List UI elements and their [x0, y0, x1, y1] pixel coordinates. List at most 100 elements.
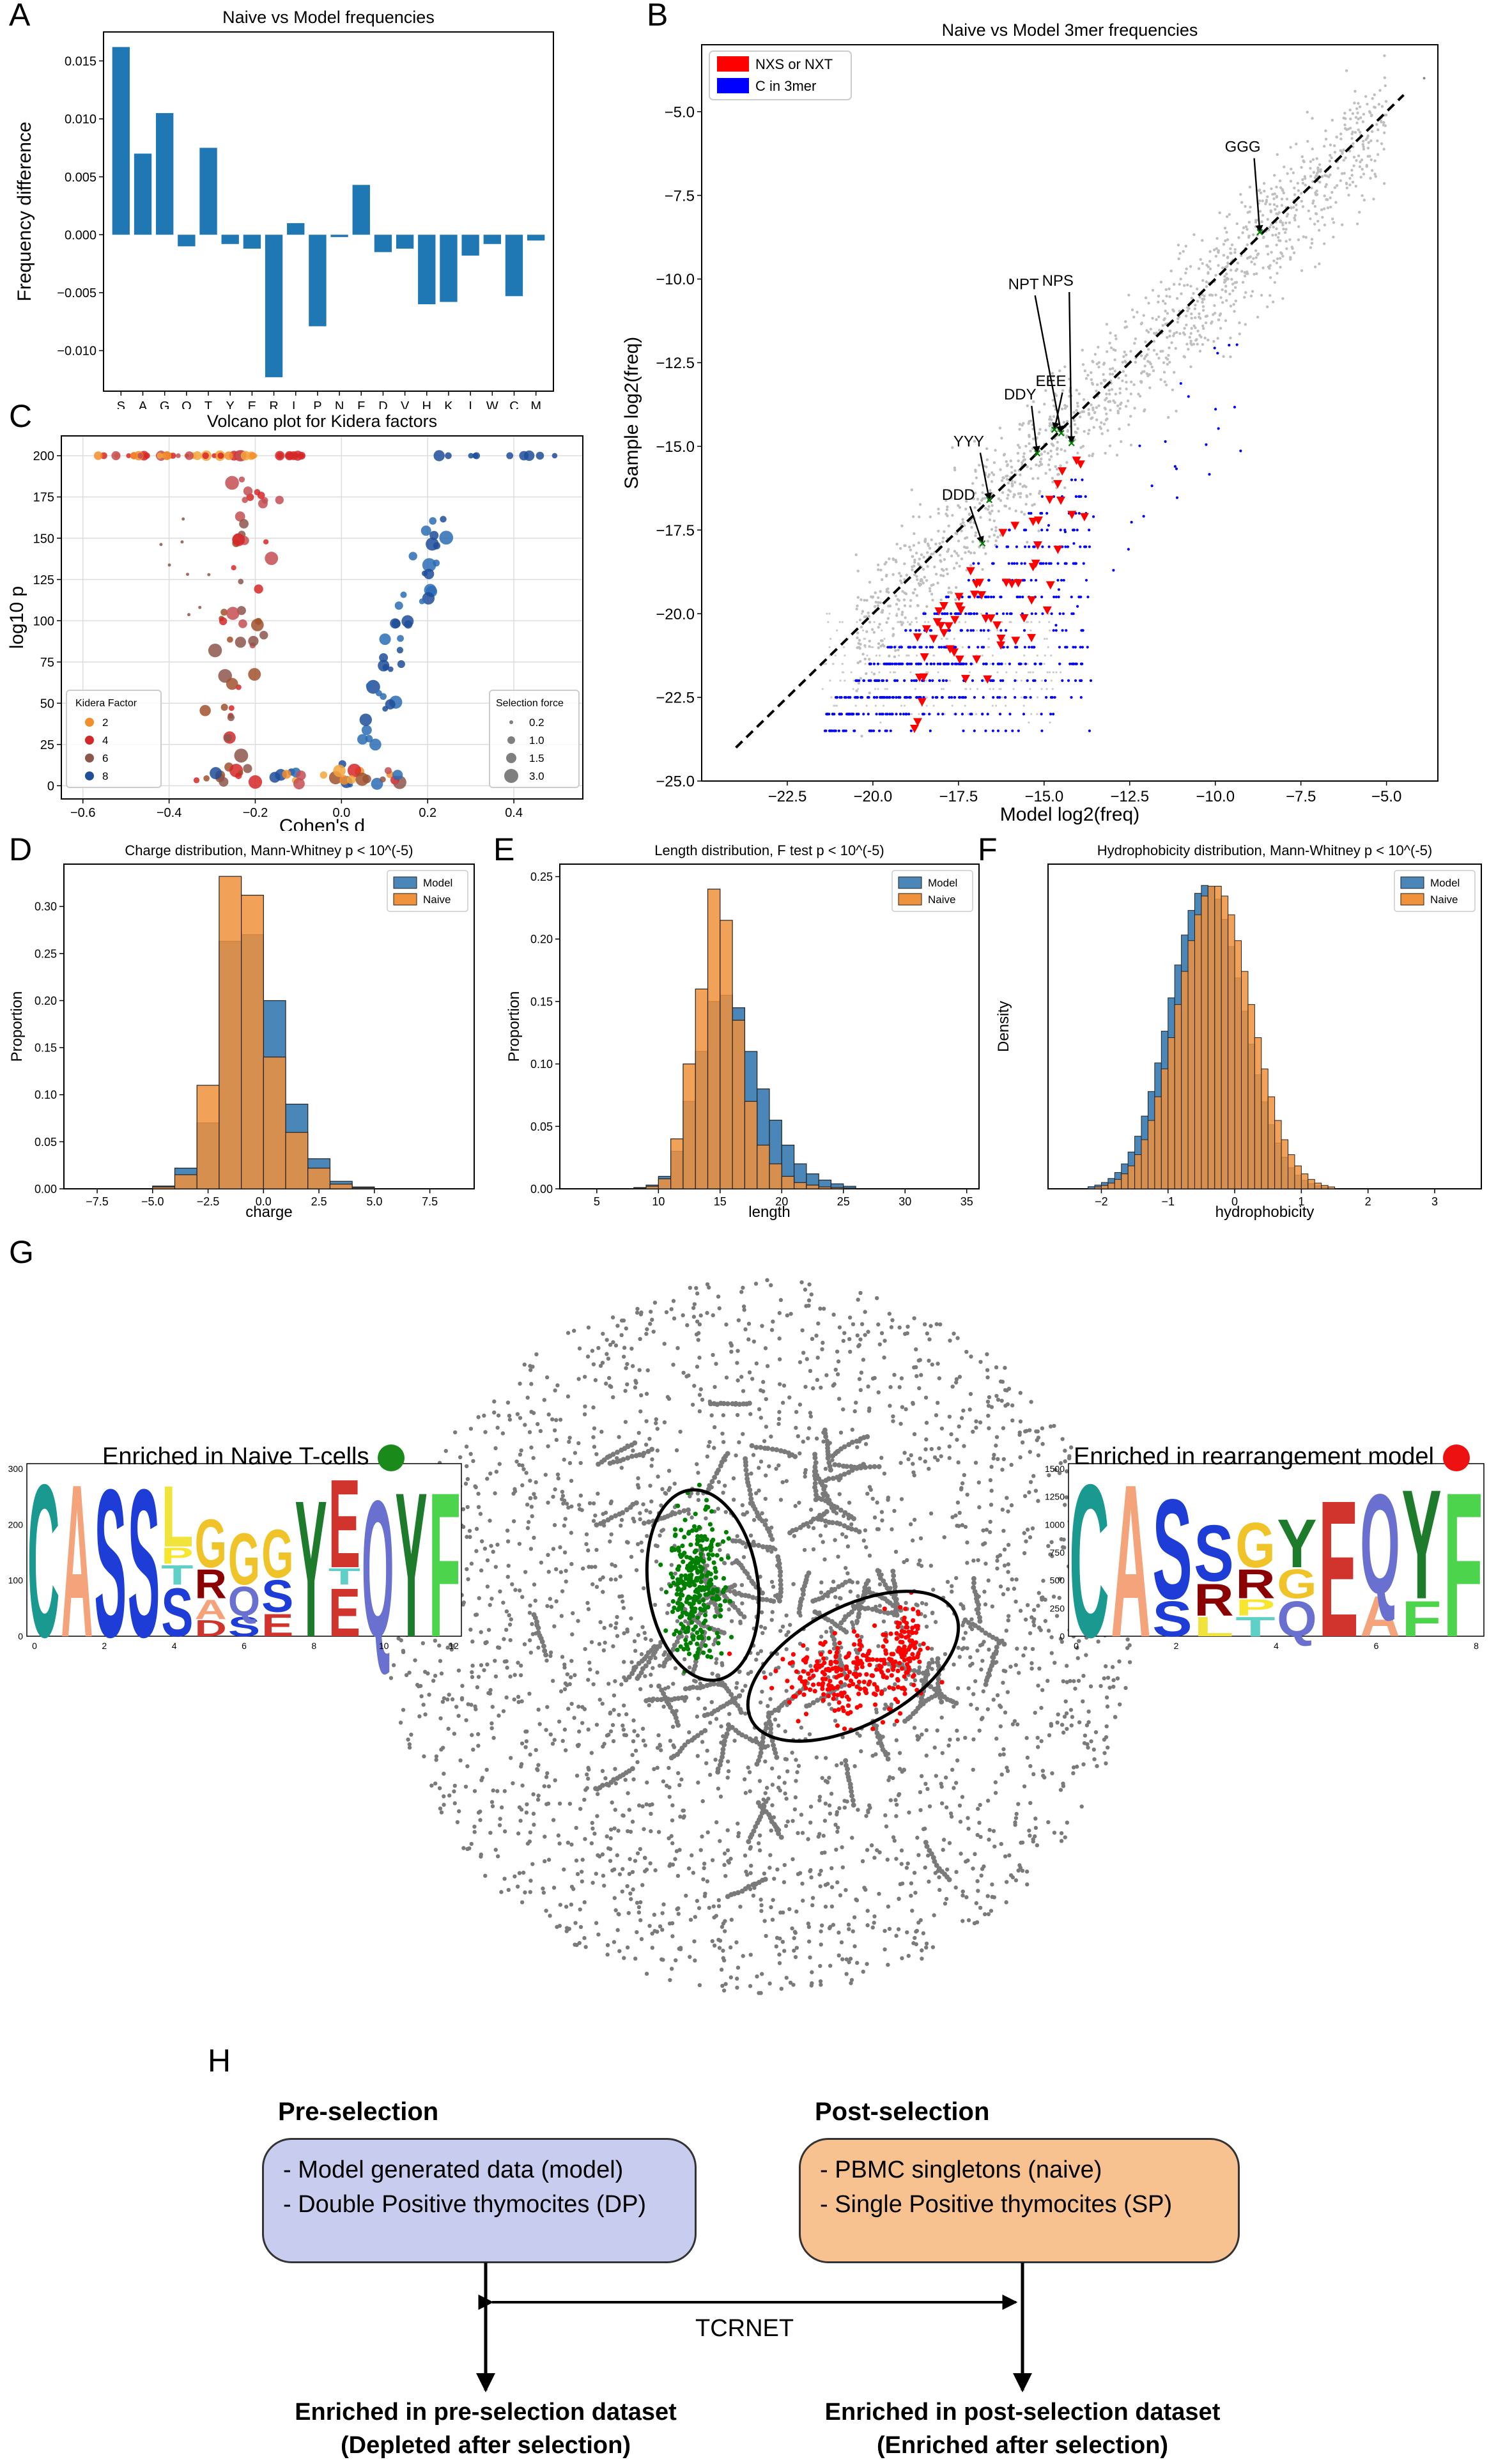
hist-bar: [1107, 1182, 1115, 1189]
network-node: [1084, 1723, 1090, 1728]
network-node: [580, 1857, 585, 1862]
point-blue: [1076, 529, 1079, 532]
network-node: [904, 1866, 909, 1870]
point-grey: [1133, 341, 1136, 345]
point-grey: [1166, 336, 1169, 339]
point-grey: [1276, 153, 1279, 157]
point-grey: [1033, 502, 1036, 506]
point-blue: [1067, 679, 1070, 683]
point-blue: [1077, 511, 1081, 515]
point-grey: [1003, 453, 1007, 456]
point-grey: [877, 601, 880, 604]
network-node: [714, 1820, 719, 1825]
point-blue: [925, 662, 929, 665]
network-node: [702, 1861, 707, 1866]
point-grey: [926, 551, 929, 554]
volcano-point: [176, 453, 181, 458]
point-blue: [936, 662, 939, 665]
hist-bar: [1274, 1120, 1282, 1189]
network-node: [736, 1821, 740, 1826]
point-grey: [1008, 490, 1012, 493]
point-grey: [967, 713, 969, 715]
point-blue: [1074, 679, 1077, 683]
volcano-point: [226, 607, 240, 620]
point-red: [945, 645, 955, 654]
point-grey: [1143, 357, 1146, 360]
point-blue: [875, 713, 878, 716]
network-node: [536, 1797, 541, 1802]
point-blue: [913, 646, 916, 649]
network-node: [593, 1378, 598, 1382]
network-node: [1030, 1666, 1034, 1671]
y-tick-label: −12.5: [656, 355, 695, 372]
point-grey: [969, 551, 973, 555]
point-grey: [860, 625, 863, 629]
network-node: [863, 1528, 868, 1533]
point-blue: [1079, 695, 1083, 699]
network-node: [616, 1829, 621, 1833]
network-node: [697, 1409, 702, 1414]
point-grey: [1198, 315, 1201, 319]
network-node: [513, 1874, 517, 1878]
point-blue: [968, 646, 971, 649]
point-grey: [941, 574, 945, 578]
volcano-point: [387, 666, 394, 672]
point-grey: [897, 648, 900, 652]
network-node: [808, 1414, 814, 1419]
network-node: [490, 1804, 495, 1809]
point-grey: [1092, 360, 1095, 364]
network-node: [559, 1689, 564, 1694]
network-node: [941, 1848, 945, 1852]
network-node: [635, 1306, 640, 1311]
network-node: [545, 1771, 550, 1776]
network-node: [1052, 1831, 1057, 1835]
point-grey: [903, 704, 906, 707]
point-blue: [1034, 662, 1037, 665]
point-grey: [907, 621, 909, 623]
point-grey: [976, 688, 979, 690]
volcano-point: [380, 776, 386, 783]
network-node: [513, 1487, 517, 1492]
point-grey: [1279, 186, 1283, 189]
network-node: [677, 1848, 682, 1852]
network-node: [719, 1724, 723, 1729]
network-node: [1000, 1467, 1005, 1472]
point-grey: [1310, 242, 1314, 245]
hist-bar: [1134, 1154, 1142, 1189]
y-tick-label: −7.5: [665, 187, 695, 205]
point-grey: [1116, 404, 1120, 408]
point-grey: [1001, 491, 1005, 494]
network-node: [780, 1939, 785, 1944]
point-grey: [1175, 410, 1178, 413]
network-node: [746, 1765, 750, 1770]
network-node: [847, 1960, 851, 1965]
network-node: [721, 1948, 725, 1953]
network-node: [489, 1544, 493, 1548]
network-node: [973, 1679, 978, 1684]
network-node: [847, 1500, 852, 1505]
network-node: [709, 1413, 714, 1418]
point-grey: [1188, 336, 1191, 339]
network-node: [971, 1866, 975, 1871]
network-node: [1036, 1684, 1040, 1688]
point-grey: [877, 563, 880, 566]
point-grey: [1260, 220, 1263, 224]
point-grey: [844, 679, 846, 682]
point-blue: [937, 646, 941, 649]
network-node: [897, 1896, 901, 1901]
point-grey: [1228, 292, 1231, 296]
point-grey: [1259, 191, 1263, 194]
point-grey: [1261, 266, 1265, 270]
network-node: [655, 1544, 660, 1549]
point-blue: [938, 679, 941, 683]
point-grey: [1332, 221, 1336, 224]
point-grey: [1201, 298, 1205, 301]
point-grey: [1126, 399, 1130, 403]
point-blue: [1061, 629, 1064, 632]
network-node: [671, 1299, 676, 1303]
network-node: [894, 1738, 899, 1742]
network-node: [805, 1357, 809, 1361]
network-node: [1039, 1705, 1044, 1710]
point-grey: [947, 548, 950, 551]
point-grey: [897, 599, 901, 602]
